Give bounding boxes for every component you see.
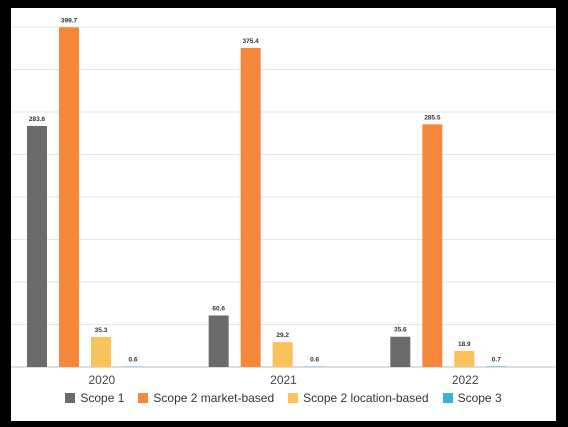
data-label: 0.6 [310,356,319,363]
legend-swatch [138,393,149,403]
x-axis: 2020 2021 2022 [88,373,478,387]
bar-scope-2-location-based-2021 [272,342,293,367]
data-label: 18.9 [458,341,471,348]
data-label: 283.6 [29,116,46,123]
data-labels: 283.6 399.7 35.3 0.6 60.6 375.4 29.2 0.6 35.6 285… [29,17,501,363]
legend-item-scope-3: Scope 3 [442,391,502,405]
bar-scope-2-location-based-2020 [91,336,111,367]
bars [27,27,507,367]
legend-swatch [288,393,299,403]
legend-item-scope-1: Scope 1 [65,391,124,405]
x-tick-label: 2021 [270,373,297,387]
bar-scope-1-2021 [208,315,229,367]
bar-scope-3-2020 [123,366,143,367]
grid-lines [11,26,556,368]
legend-label: Scope 3 [457,391,502,405]
legend-label: Scope 2 market-based [153,391,275,405]
data-label: 0.6 [128,356,137,363]
data-label: 375.4 [243,38,260,45]
data-label: 35.6 [394,327,407,334]
legend-label: Scope 1 [80,391,125,405]
legend: Scope 1 Scope 2 market-based Scope 2 locat… [11,391,556,405]
legend-item-scope-2-location-based: Scope 2 location-based [288,391,429,405]
legend-item-scope-2-market-based: Scope 2 market-based [138,391,274,405]
data-label: 35.3 [95,327,108,334]
bar-scope-2-market-based-2022 [422,124,443,367]
x-tick-label: 2020 [88,373,115,387]
data-label: 0.7 [492,356,501,363]
data-label: 60.6 [212,305,225,312]
bar-scope-3-2022 [486,366,507,367]
legend-label: Scope 2 location-based [303,391,429,405]
bar-chart: 283.6 399.7 35.3 0.6 60.6 375.4 29.2 0.6 35.6 285… [11,17,556,387]
legend-swatch [442,393,453,403]
bar-scope-2-market-based-2021 [240,47,261,367]
data-label: 285.5 [424,114,441,121]
data-label: 399.7 [61,17,78,24]
x-tick-label: 2022 [452,373,479,387]
bar-scope-1-2022 [390,336,411,367]
legend-swatch [65,393,76,403]
bar-scope-2-market-based-2020 [59,27,79,367]
bar-scope-1-2020 [27,125,47,367]
data-label: 29.2 [276,332,289,339]
bar-scope-2-location-based-2022 [454,350,475,367]
bar-scope-3-2021 [304,366,325,367]
chart-frame: 283.6 399.7 35.3 0.6 60.6 375.4 29.2 0.6 35.6 285… [11,8,556,421]
